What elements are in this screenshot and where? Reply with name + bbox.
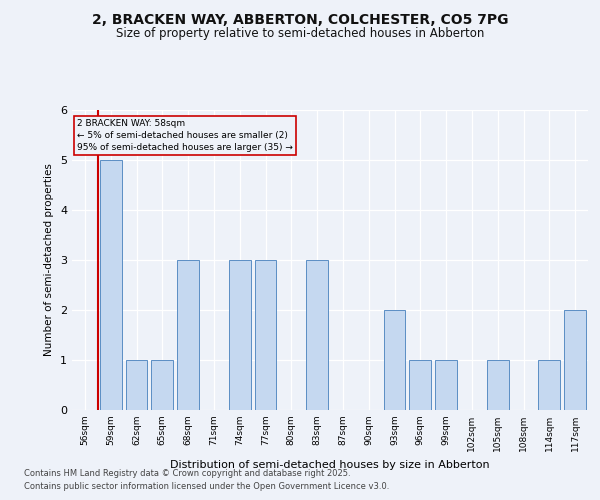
Text: Size of property relative to semi-detached houses in Abberton: Size of property relative to semi-detach… (116, 28, 484, 40)
Bar (538, 360, 560, 410)
Text: 2 BRACKEN WAY: 58sqm
← 5% of semi-detached houses are smaller (2)
95% of semi-de: 2 BRACKEN WAY: 58sqm ← 5% of semi-detach… (77, 119, 293, 152)
X-axis label: Distribution of semi-detached houses by size in Abberton: Distribution of semi-detached houses by … (170, 460, 490, 469)
Bar (177, 260, 199, 410)
Bar (564, 310, 586, 410)
Text: 2, BRACKEN WAY, ABBERTON, COLCHESTER, CO5 7PG: 2, BRACKEN WAY, ABBERTON, COLCHESTER, CO… (92, 12, 508, 26)
Text: Contains public sector information licensed under the Open Government Licence v3: Contains public sector information licen… (24, 482, 389, 491)
Text: Contains HM Land Registry data © Crown copyright and database right 2025.: Contains HM Land Registry data © Crown c… (24, 468, 350, 477)
Bar (306, 260, 328, 410)
Bar (383, 310, 406, 410)
Bar (151, 360, 173, 410)
Y-axis label: Number of semi-detached properties: Number of semi-detached properties (44, 164, 55, 356)
Bar (229, 260, 251, 410)
Bar (487, 360, 509, 410)
Bar (409, 360, 431, 410)
Bar (435, 360, 457, 410)
Bar (100, 160, 122, 410)
Bar (125, 360, 148, 410)
Bar (254, 260, 277, 410)
